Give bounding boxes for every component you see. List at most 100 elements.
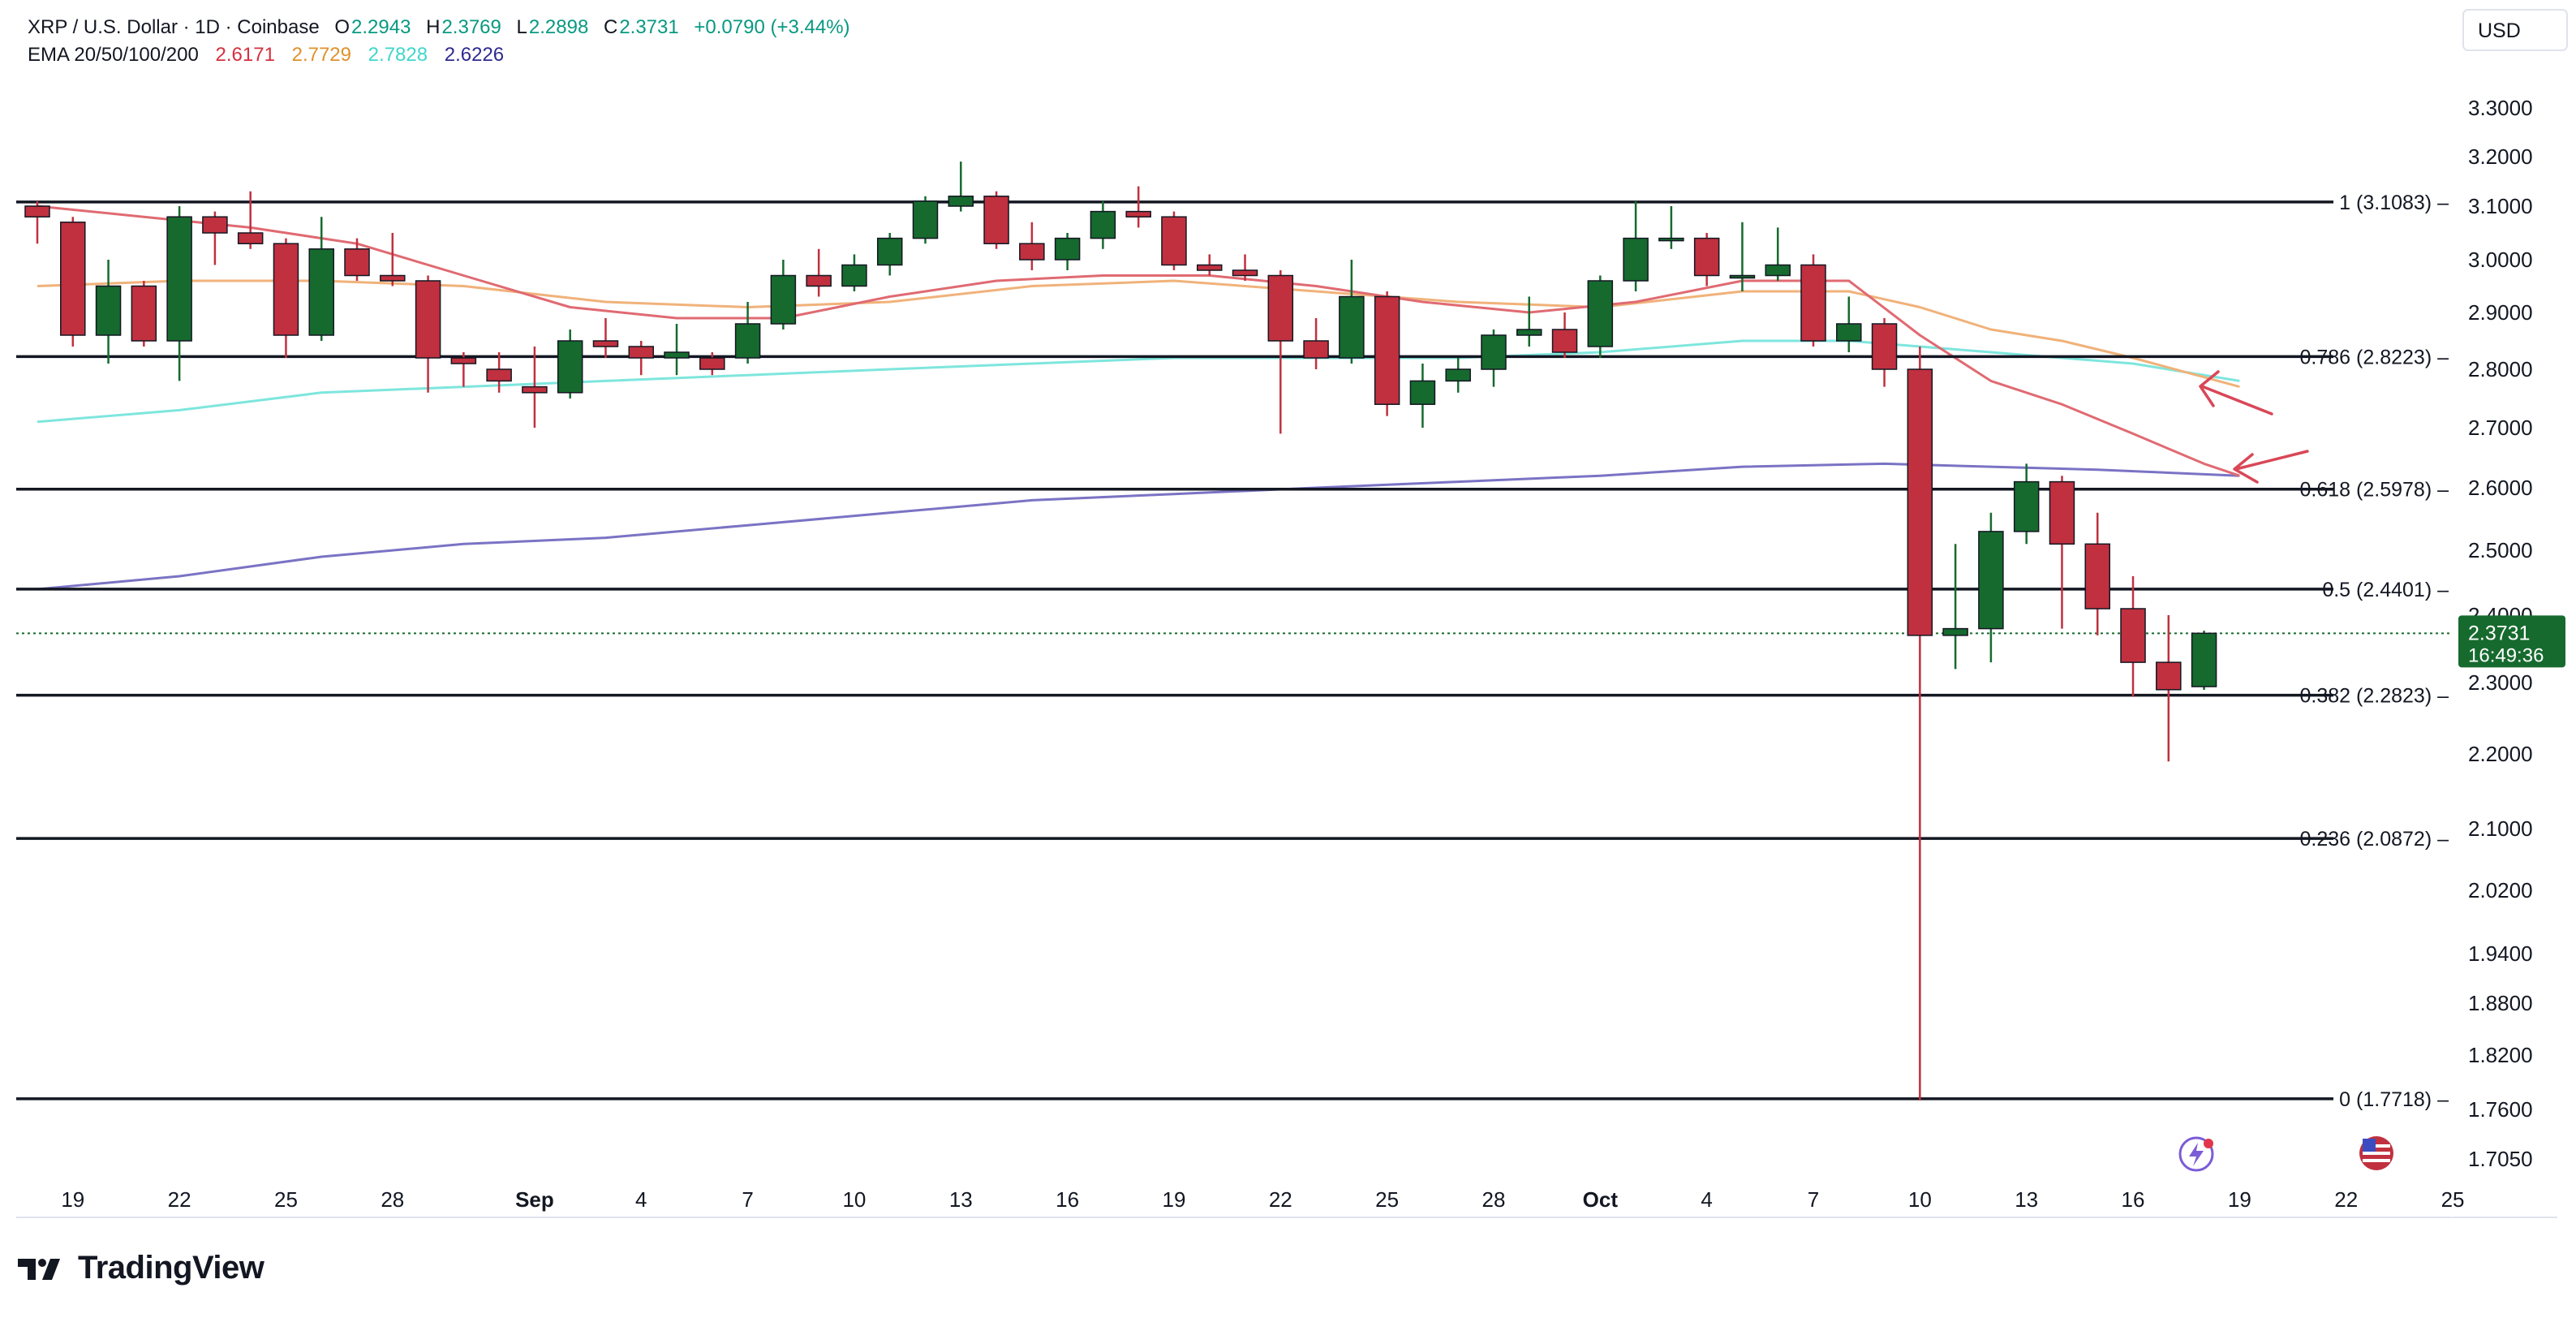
candle[interactable] (1303, 318, 1329, 369)
candle[interactable] (60, 217, 86, 347)
x-tick-label: 10 (842, 1187, 866, 1212)
candle[interactable] (1161, 211, 1187, 270)
currency-button[interactable]: USD (2462, 9, 2568, 51)
us-flag-event-icon[interactable] (2359, 1136, 2393, 1170)
candle[interactable] (1409, 364, 1436, 428)
candle-body (1907, 368, 1933, 636)
candle[interactable] (1623, 200, 1649, 291)
candle-body (60, 222, 86, 336)
candle[interactable] (841, 254, 867, 291)
candle[interactable] (380, 233, 406, 286)
candle[interactable] (1836, 296, 1862, 353)
y-tick-label: 2.8000 (2468, 357, 2533, 381)
candle[interactable] (983, 191, 1009, 249)
candle[interactable] (2120, 576, 2146, 697)
candle-body (983, 196, 1009, 244)
candle[interactable] (1587, 275, 1614, 359)
candle[interactable] (1765, 227, 1791, 281)
candle[interactable] (522, 347, 548, 428)
lightning-bolt (2189, 1143, 2204, 1166)
candle[interactable] (1800, 254, 1826, 347)
candle[interactable] (1019, 222, 1045, 270)
candle[interactable] (1871, 318, 1898, 387)
candle[interactable] (664, 324, 690, 376)
candle-body (1693, 237, 1720, 277)
candle[interactable] (1658, 206, 1684, 249)
candle-body (1019, 243, 1045, 261)
candle[interactable] (2049, 476, 2075, 629)
candle[interactable] (1445, 358, 1471, 393)
candle-body (2084, 543, 2110, 609)
candle[interactable] (415, 275, 441, 393)
candle[interactable] (806, 248, 832, 297)
x-tick-label: 13 (2015, 1187, 2038, 1212)
x-tick-label: 25 (274, 1187, 298, 1212)
candle[interactable] (1374, 291, 1400, 416)
candle[interactable] (1196, 254, 1223, 276)
candle[interactable] (1551, 312, 1578, 358)
x-tick-label: 19 (2228, 1187, 2251, 1212)
candle[interactable] (948, 162, 974, 212)
low-value: 2.2898 (528, 16, 589, 38)
candle[interactable] (1125, 186, 1151, 228)
candle[interactable] (1978, 512, 2004, 663)
candle-body (2013, 480, 2040, 532)
candle[interactable] (1339, 260, 1365, 364)
flag-stripe (2363, 1159, 2390, 1162)
candle[interactable] (592, 318, 619, 358)
candle[interactable] (1942, 544, 1968, 670)
tradingview-logo[interactable]: TradingView (18, 1250, 264, 1286)
candle[interactable] (1267, 270, 1294, 434)
candle[interactable] (2156, 615, 2182, 762)
price-tag-bg (2458, 615, 2565, 668)
candle[interactable] (1054, 233, 1081, 270)
candle[interactable] (450, 352, 477, 387)
candle[interactable] (344, 238, 370, 281)
candle-body (273, 243, 299, 336)
candle[interactable] (486, 352, 512, 393)
candle[interactable] (734, 302, 761, 364)
flag-stripe (2363, 1144, 2390, 1148)
candle[interactable] (557, 330, 583, 398)
x-tick-label: 19 (61, 1187, 84, 1212)
candle[interactable] (24, 200, 50, 244)
high-value: 2.3769 (441, 16, 501, 38)
candle[interactable] (770, 260, 797, 330)
candle[interactable] (166, 206, 192, 381)
candle[interactable] (1232, 254, 1258, 281)
candle-body (2156, 661, 2182, 691)
candle[interactable] (237, 191, 264, 249)
candle[interactable] (1907, 347, 1933, 1100)
candle[interactable] (131, 281, 157, 347)
candle-body (1090, 210, 1116, 239)
candle[interactable] (1729, 222, 1756, 291)
arrow-shaft (2200, 385, 2273, 416)
candle[interactable] (2084, 512, 2110, 635)
candle[interactable] (1481, 330, 1507, 387)
candle[interactable] (308, 217, 334, 341)
candle-body (2120, 608, 2146, 663)
lightning-event-icon[interactable] (2178, 1136, 2214, 1172)
candle[interactable] (95, 260, 122, 364)
candle[interactable] (1516, 296, 1542, 347)
candle[interactable] (273, 238, 299, 358)
candle[interactable] (628, 341, 655, 376)
candle[interactable] (699, 352, 725, 376)
fib-label-1: 1 (3.1083) – (2339, 192, 2449, 214)
open-value: 2.2943 (351, 16, 411, 38)
ema-label: EMA 20/50/100/200 (28, 44, 199, 66)
x-tick-label: 28 (381, 1187, 404, 1212)
candle[interactable] (2013, 463, 2040, 545)
candle[interactable] (1090, 200, 1116, 249)
y-tick-label: 3.1000 (2468, 194, 2533, 218)
candle[interactable] (912, 196, 939, 244)
ema-legend[interactable]: EMA 20/50/100/200 2.6171 2.7729 2.7828 2… (28, 44, 505, 67)
annotation-arrow-ema-cross (2199, 370, 2273, 416)
x-tick-label: Oct (1583, 1187, 1619, 1212)
candle[interactable] (876, 233, 903, 276)
candle-body (1267, 274, 1294, 342)
candle[interactable] (2191, 631, 2217, 690)
candle[interactable] (202, 211, 228, 265)
candle[interactable] (1693, 233, 1720, 286)
